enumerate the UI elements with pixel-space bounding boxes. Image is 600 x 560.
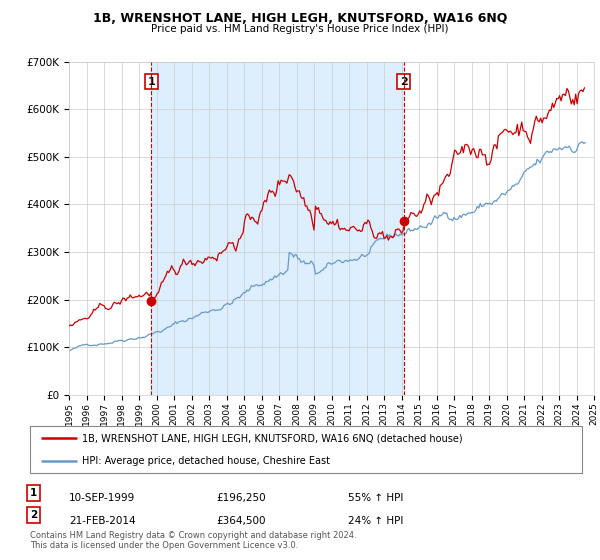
Text: 55% ↑ HPI: 55% ↑ HPI — [348, 493, 403, 503]
Text: 2: 2 — [30, 510, 37, 520]
Text: £364,500: £364,500 — [216, 516, 265, 526]
Text: 24% ↑ HPI: 24% ↑ HPI — [348, 516, 403, 526]
Text: Price paid vs. HM Land Registry's House Price Index (HPI): Price paid vs. HM Land Registry's House … — [151, 24, 449, 34]
Text: 21-FEB-2014: 21-FEB-2014 — [69, 516, 136, 526]
Text: 1B, WRENSHOT LANE, HIGH LEGH, KNUTSFORD, WA16 6NQ (detached house): 1B, WRENSHOT LANE, HIGH LEGH, KNUTSFORD,… — [82, 433, 463, 444]
Text: Contains HM Land Registry data © Crown copyright and database right 2024.
This d: Contains HM Land Registry data © Crown c… — [30, 530, 356, 550]
Text: HPI: Average price, detached house, Cheshire East: HPI: Average price, detached house, Ches… — [82, 456, 331, 466]
Text: 1: 1 — [148, 77, 155, 87]
Text: 2: 2 — [400, 77, 407, 87]
Text: 1B, WRENSHOT LANE, HIGH LEGH, KNUTSFORD, WA16 6NQ: 1B, WRENSHOT LANE, HIGH LEGH, KNUTSFORD,… — [93, 12, 507, 25]
Text: 10-SEP-1999: 10-SEP-1999 — [69, 493, 135, 503]
Text: £196,250: £196,250 — [216, 493, 266, 503]
Bar — [151, 62, 404, 395]
Text: 1: 1 — [30, 488, 37, 498]
